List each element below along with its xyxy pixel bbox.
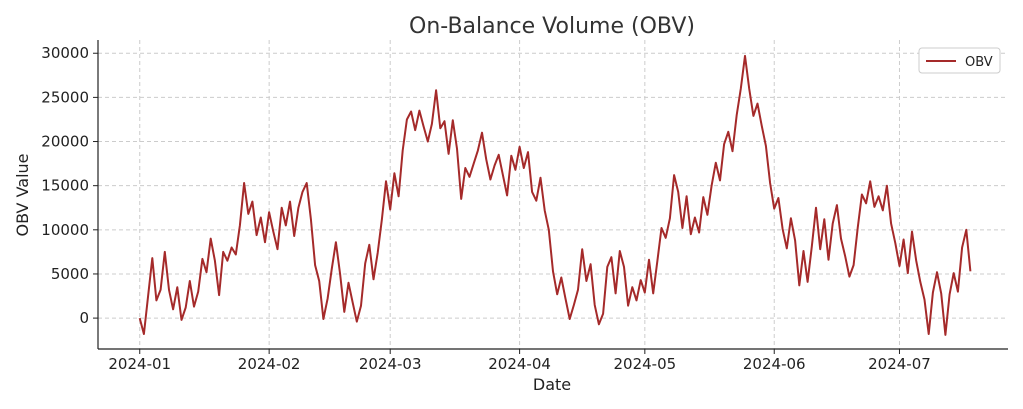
legend: OBV — [918, 47, 1001, 74]
obv-series-line — [138, 54, 972, 336]
x-tick-label: 2024-02 — [238, 355, 301, 373]
y-tick-label: 20000 — [41, 133, 89, 151]
legend-box — [918, 47, 1001, 74]
x-tick-label: 2024-07 — [868, 355, 931, 373]
x-axis-label: Date — [533, 375, 571, 394]
y-tick-label: 10000 — [41, 221, 89, 239]
legend-label: OBV — [965, 55, 993, 70]
y-tick-label: 25000 — [41, 88, 89, 106]
y-tick-label: 15000 — [41, 177, 89, 195]
x-tick-label: 2024-03 — [359, 355, 422, 373]
x-tick-label: 2024-01 — [108, 355, 171, 373]
chart-title: On-Balance Volume (OBV) — [409, 14, 695, 39]
axis-ticks: 0 5000 10000 15000 20000 25000 30000 2024-01 202… — [41, 44, 931, 373]
y-tick-label: 30000 — [41, 44, 89, 62]
x-tick-label: 2024-04 — [488, 355, 551, 373]
x-tick-label: 2024-05 — [613, 355, 676, 373]
y-tick-label: 5000 — [51, 265, 89, 283]
x-tick-label: 2024-06 — [743, 355, 806, 373]
y-tick-label: 0 — [79, 309, 89, 327]
y-axis-label: OBV Value — [13, 153, 32, 236]
